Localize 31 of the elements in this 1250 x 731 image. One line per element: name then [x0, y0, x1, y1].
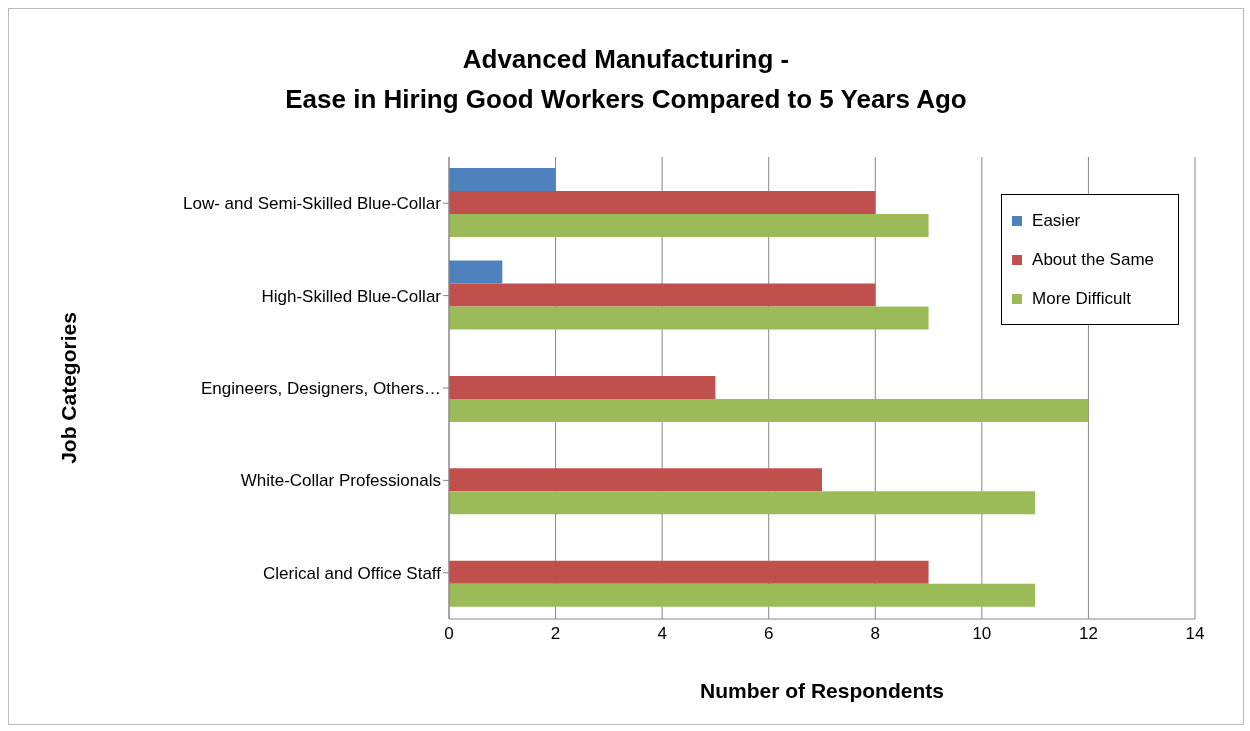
x-tick-label: 14: [1185, 624, 1205, 644]
bar: [449, 468, 822, 492]
y-tick-label: Low- and Semi-Skilled Blue-Collar: [183, 194, 442, 214]
bar: [449, 583, 1036, 607]
x-tick-label: 6: [763, 624, 774, 644]
x-tick-label: 2: [550, 624, 561, 644]
legend-label: Easier: [1032, 210, 1081, 232]
legend-label: About the Same: [1032, 249, 1154, 271]
x-tick-label: 0: [444, 624, 454, 644]
bar: [449, 260, 503, 284]
bar: [449, 491, 1036, 515]
x-axis-title: Number of Respondents: [699, 679, 945, 703]
bar: [449, 375, 716, 399]
chart-title: Advanced Manufacturing - Ease in Hiring Good Workers Compared to 5 Years Ago: [284, 43, 968, 116]
bar: [449, 283, 876, 307]
y-tick-label: High-Skilled Blue-Collar: [261, 286, 442, 306]
x-tick-label: 10: [972, 624, 992, 644]
y-tick-label: Engineers, Designers, Others…: [201, 379, 441, 399]
x-tick-label: 8: [870, 624, 881, 644]
y-axis-title: Job Categories: [57, 312, 81, 464]
bar: [449, 168, 556, 192]
legend-label: More Difficult: [1032, 288, 1131, 310]
x-tick-label: 12: [1078, 624, 1098, 644]
bar: [449, 306, 929, 330]
bar: [449, 214, 929, 238]
y-tick-label: White-Collar Professionals: [240, 471, 441, 491]
bar: [449, 398, 1089, 422]
bar: [449, 560, 929, 584]
x-tick-label: 4: [657, 624, 667, 644]
bar: [449, 191, 876, 215]
y-tick-label: Clerical and Office Staff: [263, 563, 442, 583]
